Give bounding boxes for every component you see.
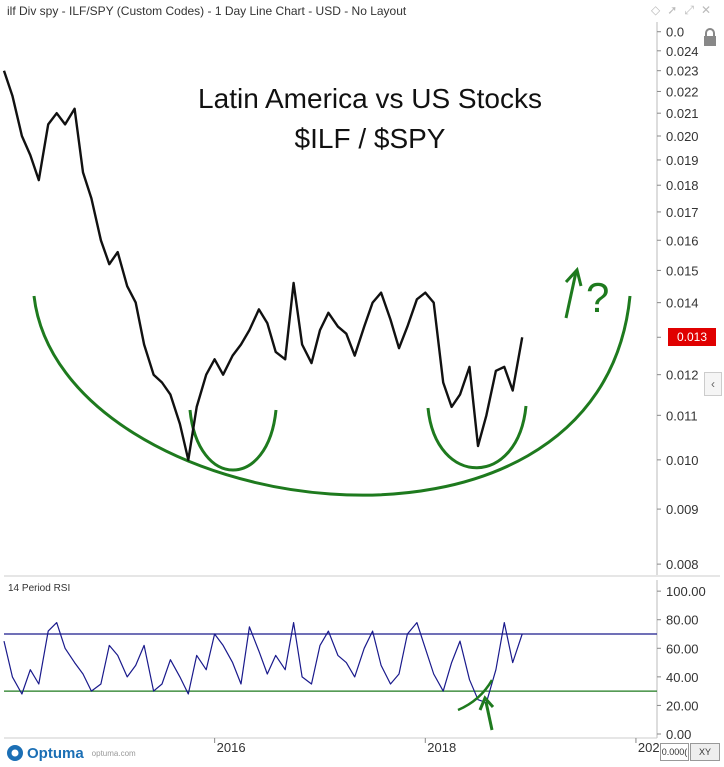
rsi-series-line — [3, 621, 523, 704]
price-y-tick-label: 0.0 — [666, 25, 684, 40]
logo-text: Optuma — [27, 744, 84, 762]
price-y-tick-label: 0.010 — [666, 453, 699, 468]
rsi-panel-title: 14 Period RSI — [8, 583, 70, 594]
chevron-left-icon[interactable]: ‹ — [704, 372, 722, 396]
optuma-logo: Optuma optuma.com — [6, 742, 136, 764]
x-tick-label: 2020 — [638, 740, 667, 755]
left-small-bottom-arc — [188, 409, 278, 472]
maximize-icon[interactable]: ⤢ — [684, 3, 701, 17]
chart-subtitle: $ILF / $SPY — [295, 123, 446, 154]
logo-url: optuma.com — [91, 748, 136, 758]
price-y-axis: 0.008 0.009 0.010 0.011 0.012 0.014 0.015 0.016… — [657, 25, 699, 572]
price-y-tick-label: 0.012 — [666, 368, 699, 383]
price-y-tick-label: 0.022 — [666, 84, 699, 99]
question-mark-annotation: ? — [586, 274, 609, 321]
current-price-tag: 0.013 — [668, 328, 716, 346]
price-y-tick-label: 0.023 — [666, 64, 699, 79]
xy-button[interactable]: XY — [690, 743, 720, 761]
rsi-y-tick-label: 60.00 — [666, 641, 699, 656]
x-axis: 2016 2018 2020 — [214, 738, 667, 755]
diamond-icon[interactable]: ◇ — [651, 3, 668, 17]
rsi-y-axis: 0.00 20.00 40.00 60.00 80.00 100.00 — [657, 584, 706, 742]
price-y-tick-label: 0.017 — [666, 205, 699, 220]
rsi-y-tick-label: 80.00 — [666, 613, 699, 628]
big-rounding-bottom-arc — [32, 295, 632, 497]
x-tick-label: 2016 — [217, 740, 246, 755]
up-arrow-annotation — [564, 266, 583, 319]
rsi-y-tick-label: 0.00 — [666, 727, 691, 742]
rsi-arrow-annotation — [478, 695, 495, 731]
rsi-y-tick-label: 20.00 — [666, 698, 699, 713]
pin-icon[interactable]: ➚ — [667, 3, 685, 17]
chart-title: Latin America vs US Stocks — [198, 83, 542, 114]
price-y-tick-label: 0.020 — [666, 129, 699, 144]
price-y-tick-label: 0.009 — [666, 502, 699, 517]
price-y-tick-label: 0.008 — [666, 557, 699, 572]
window-controls: ◇➚⤢✕ — [651, 3, 718, 18]
chart-header: ilf Div spy - ILF/SPY (Custom Codes) - 1… — [0, 0, 724, 22]
rsi-y-tick-label: 40.00 — [666, 670, 699, 685]
right-small-bottom-arc — [426, 405, 528, 470]
rsi-y-tick-label: 100.00 — [666, 584, 706, 599]
rsi-higher-low-curve — [457, 679, 494, 712]
x-tick-label: 2018 — [427, 740, 456, 755]
price-y-tick-label: 0.019 — [666, 153, 699, 168]
price-y-tick-label: 0.014 — [666, 296, 699, 311]
price-y-tick-label: 0.021 — [666, 106, 699, 121]
price-y-tick-label: 0.011 — [666, 408, 698, 423]
close-icon[interactable]: ✕ — [700, 3, 718, 17]
price-y-tick-label: 0.024 — [666, 44, 699, 59]
lock-icon[interactable] — [702, 27, 718, 47]
price-series-line — [2, 70, 524, 462]
zoom-value-field[interactable]: 0.000( — [660, 743, 689, 761]
price-y-tick-label: 0.018 — [666, 178, 699, 193]
optuma-logo-icon — [7, 745, 23, 761]
chart-title-bar: ilf Div spy - ILF/SPY (Custom Codes) - 1… — [7, 4, 407, 18]
price-y-tick-label: 0.016 — [666, 233, 699, 248]
price-y-tick-label: 0.015 — [666, 263, 699, 278]
